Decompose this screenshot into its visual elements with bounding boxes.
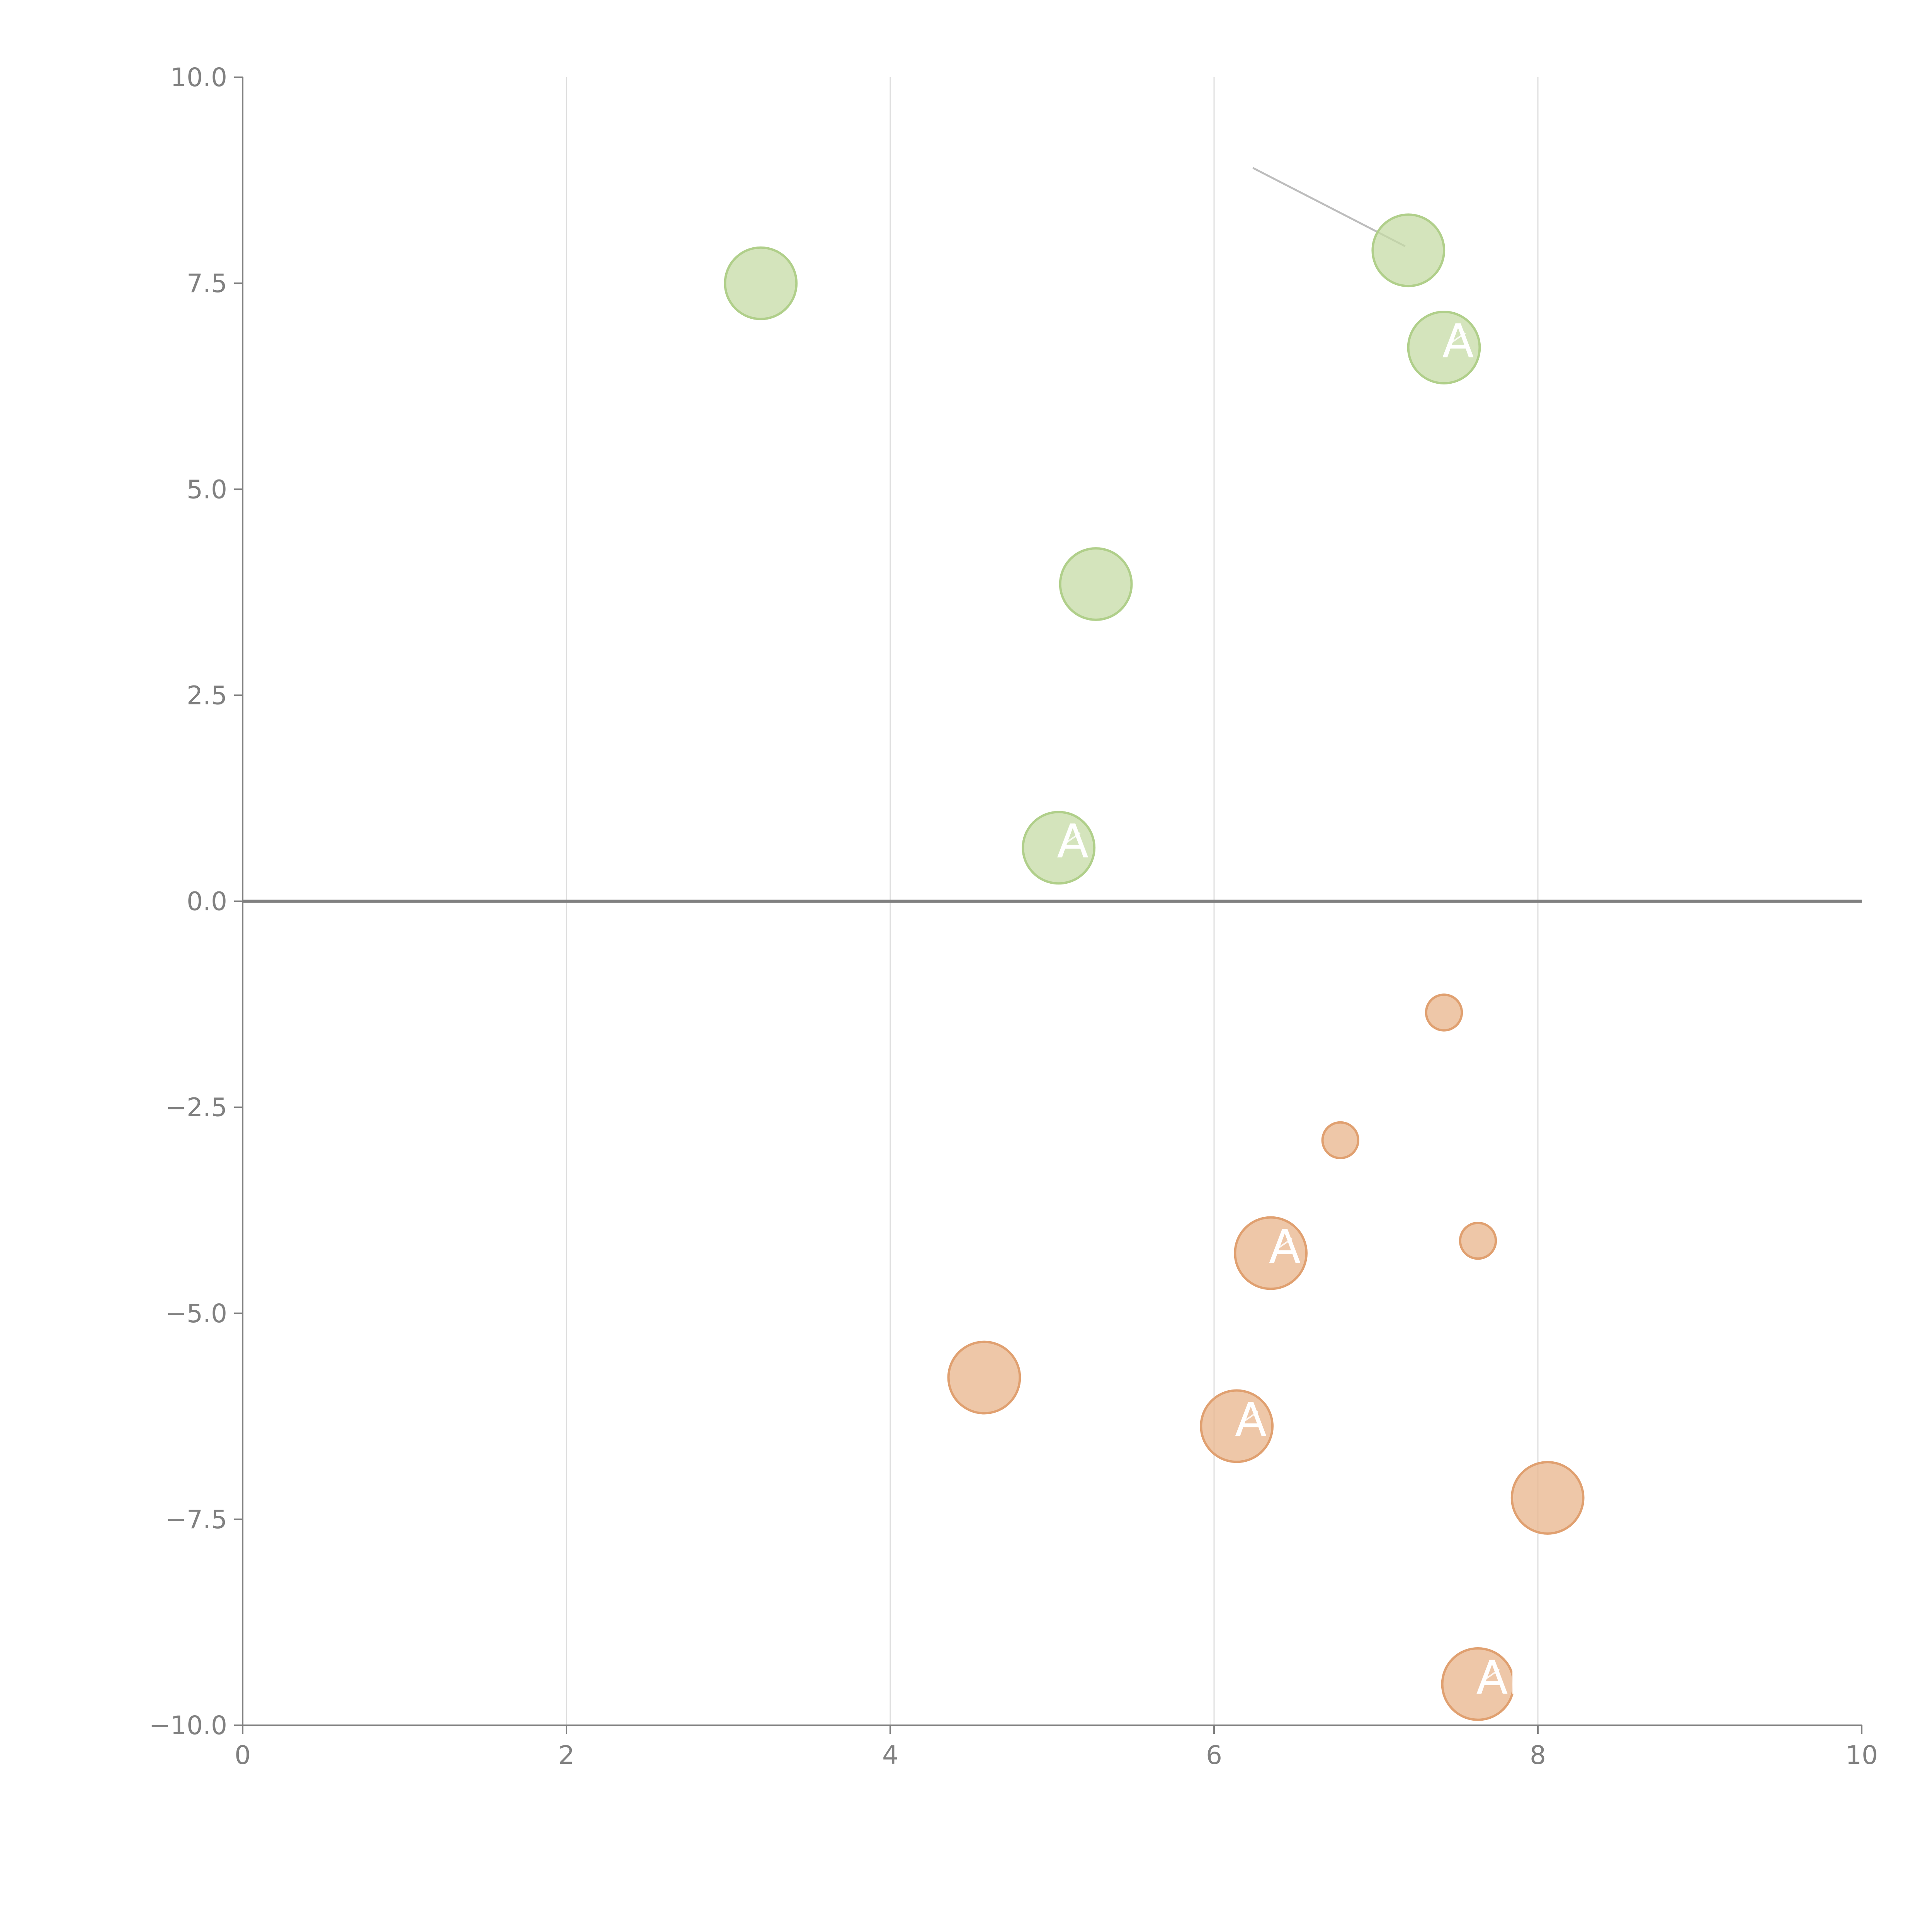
point-label-leader	[1447, 332, 1466, 346]
negative-data-point	[1200, 1389, 1274, 1463]
y-tick-label: 10.0	[170, 63, 227, 92]
y-tick-label: 2.5	[187, 680, 227, 710]
negative-data-point	[1441, 1647, 1515, 1721]
y-tick-label: 5.0	[187, 474, 227, 504]
positive-data-point	[724, 246, 798, 320]
point-label-leader	[1240, 1411, 1259, 1425]
negative-data-point	[1459, 1221, 1497, 1260]
point-label-leader	[1061, 832, 1081, 846]
points-layer	[724, 213, 1585, 1721]
y-tick-label: −10.0	[149, 1711, 227, 1740]
negative-data-point	[1510, 1461, 1585, 1535]
negative-data-point	[1321, 1121, 1360, 1160]
positive-data-point	[1022, 811, 1096, 885]
negative-data-point	[1234, 1216, 1308, 1290]
point-label: A	[1235, 1393, 1267, 1447]
y-tick-label: −7.5	[165, 1505, 227, 1534]
point-label-leader	[1274, 1238, 1293, 1252]
label-layer: A A A A AL	[1057, 315, 1534, 1705]
x-tick-label: 0	[235, 1740, 251, 1770]
x-tick-label: 8	[1530, 1740, 1546, 1770]
y-tick-label: −5.0	[165, 1299, 227, 1328]
negative-data-point	[1425, 993, 1463, 1032]
axis-layer: 0 2 4 6 8 10 10.0 7.5 5.0 2.5 0.0 −2.5 −5.0 −7.5 −10.0	[149, 63, 1878, 1770]
point-label-leader	[1481, 1668, 1500, 1683]
y-tick-label: 0.0	[187, 887, 227, 917]
x-tick-label: 4	[882, 1740, 898, 1770]
point-label: A	[1269, 1220, 1301, 1274]
y-tick-label: −2.5	[165, 1093, 227, 1122]
point-label: AL	[1476, 1651, 1534, 1705]
negative-data-point	[947, 1340, 1021, 1415]
positive-data-point	[1407, 311, 1481, 384]
x-tick-label: 6	[1206, 1740, 1222, 1770]
point-label: A	[1442, 315, 1474, 368]
x-tick-label: 2	[558, 1740, 575, 1770]
x-tick-label: 10	[1845, 1740, 1878, 1770]
positive-data-point	[1059, 547, 1133, 621]
point-label: A	[1057, 815, 1088, 869]
positive-data-point	[1371, 213, 1446, 287]
y-tick-label: 7.5	[187, 269, 227, 298]
